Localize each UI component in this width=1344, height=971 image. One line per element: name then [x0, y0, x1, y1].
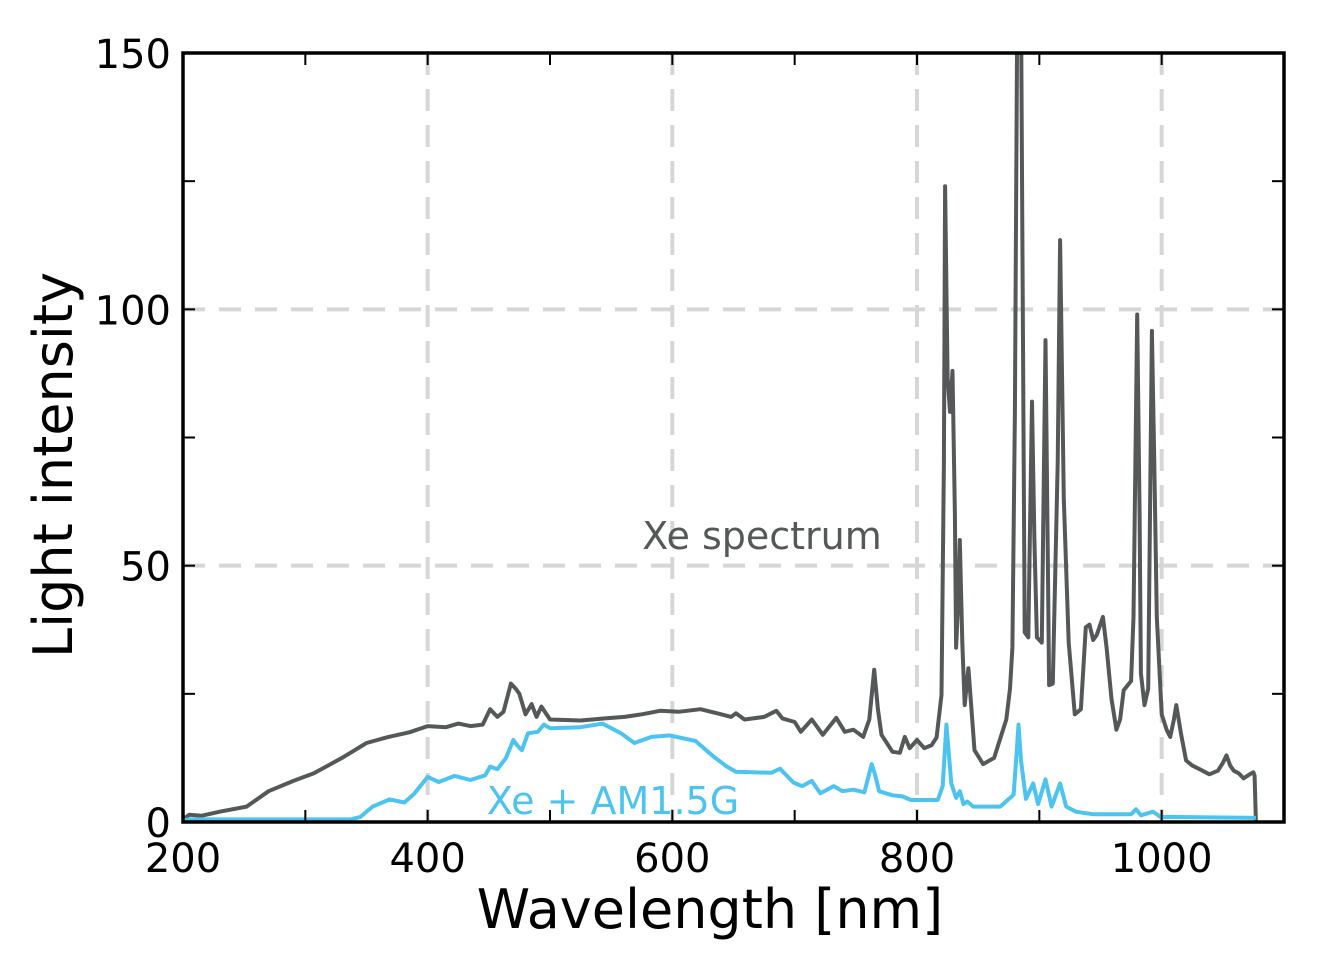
x-tick-label-600: 600 — [634, 836, 710, 882]
grid-lines — [183, 53, 1284, 822]
series-group — [183, 53, 1258, 822]
y-tick-label-100: 100 — [95, 288, 171, 334]
tick-labels: 200 400 600 800 1000 0 50 100 150 — [95, 32, 1213, 882]
x-tick-label-400: 400 — [389, 836, 465, 882]
y-tick-label-0: 0 — [146, 801, 171, 847]
y-axis-title: Light intensity — [22, 272, 85, 658]
series-line-xe-spectrum — [183, 53, 1258, 822]
y-tick-label-150: 150 — [95, 32, 171, 78]
annotation-xe-am15g: Xe + AM1.5G — [487, 779, 739, 823]
x-axis-title: Wavelength [nm] — [477, 878, 943, 941]
x-tick-label-1000: 1000 — [1111, 836, 1213, 882]
y-tick-label-50: 50 — [120, 545, 171, 591]
x-tick-label-800: 800 — [879, 836, 955, 882]
series-line-xe-am1-5g — [183, 721, 1256, 822]
ticks — [183, 53, 1284, 822]
axes-frame — [181, 51, 1286, 824]
annotation-xe-spectrum: Xe spectrum — [642, 514, 882, 558]
plot-frame — [181, 51, 1286, 824]
x-tick-label-200: 200 — [145, 836, 221, 882]
